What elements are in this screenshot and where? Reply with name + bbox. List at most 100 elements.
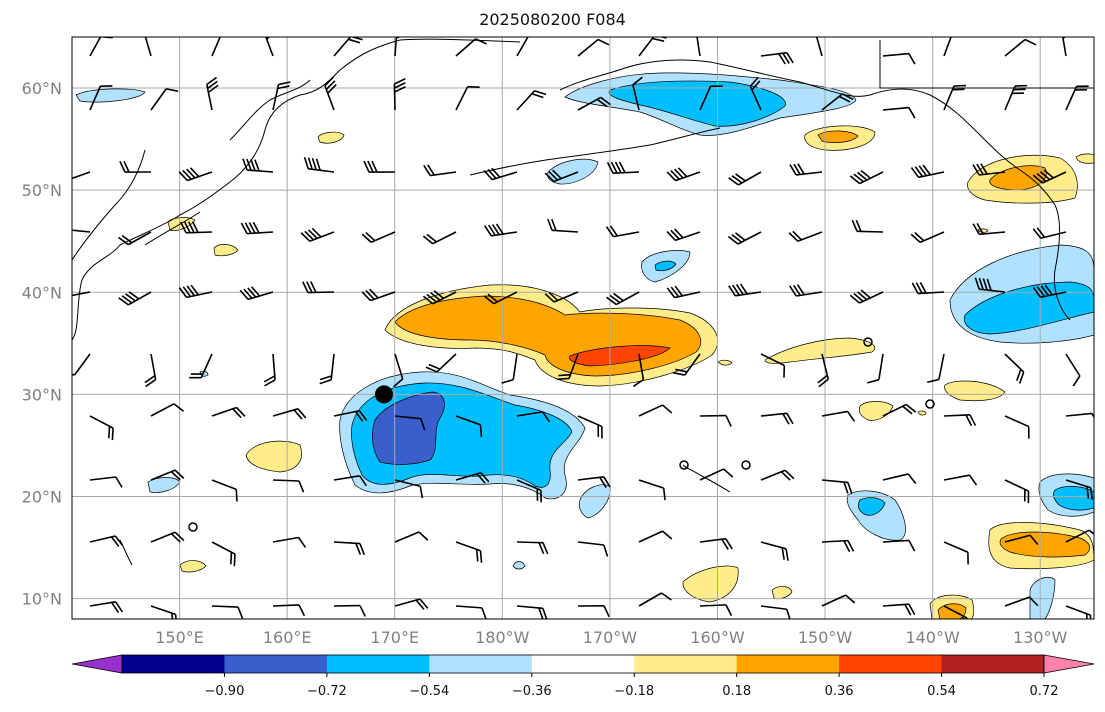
wind-barb bbox=[455, 541, 483, 563]
wind-barb bbox=[302, 281, 335, 294]
wind-barb bbox=[882, 473, 917, 484]
wind-barb bbox=[638, 404, 673, 417]
longitude-tick-labels: 150°E 160°E 170°E 180°W 170°W 160°W 150°W 140°W… bbox=[155, 628, 1067, 647]
wind-barb bbox=[882, 603, 916, 616]
contour-neg-small-b bbox=[578, 484, 611, 519]
wind-barb bbox=[483, 167, 518, 181]
contour-pos-i bbox=[917, 410, 927, 416]
contour-neg-small-c-inner bbox=[858, 497, 886, 516]
wind-barb bbox=[150, 531, 185, 543]
contour-pos-a bbox=[317, 131, 345, 144]
wind-barb bbox=[1065, 85, 1089, 111]
lat-tick-label: 30°N bbox=[22, 385, 62, 404]
wind-barb bbox=[728, 171, 762, 186]
coast-kamchatka bbox=[229, 79, 311, 141]
wind-barb bbox=[272, 408, 307, 420]
wind-barb bbox=[422, 290, 457, 305]
lat-tick-label: 10°N bbox=[22, 590, 62, 609]
wind-barb bbox=[119, 160, 152, 173]
wind-barb bbox=[333, 37, 363, 57]
wind-barb bbox=[516, 605, 548, 619]
wind-barb bbox=[143, 37, 152, 57]
wind-barb bbox=[516, 541, 549, 555]
wind-barb bbox=[178, 284, 213, 299]
contour-neg-small-f bbox=[512, 561, 526, 570]
wind-barb bbox=[672, 353, 701, 376]
contour-pos-bc-small bbox=[1075, 153, 1094, 164]
wind-barb bbox=[727, 231, 762, 245]
wind-barb bbox=[974, 277, 1006, 293]
lon-tick-label: 160°W bbox=[690, 628, 745, 647]
wind-barb bbox=[263, 37, 276, 57]
wind-barb bbox=[118, 231, 152, 246]
wind-barb bbox=[300, 227, 335, 242]
wind-barb bbox=[394, 415, 426, 431]
wind-barb bbox=[699, 468, 734, 481]
wind-barb bbox=[455, 85, 480, 111]
wind-barb bbox=[699, 537, 733, 550]
colorbar-tick-label: −0.90 bbox=[205, 684, 245, 699]
coast-hawaii bbox=[682, 464, 731, 493]
map-title: 2025080200 F084 bbox=[479, 10, 626, 29]
wind-barb bbox=[89, 415, 114, 441]
gridlines bbox=[72, 37, 1094, 619]
wind-barb bbox=[926, 353, 945, 384]
colorbar-segment bbox=[326, 655, 430, 673]
contour-pos-k bbox=[682, 565, 739, 603]
coast-aleutians bbox=[469, 127, 721, 176]
wind-barb bbox=[760, 412, 794, 425]
wind-barb bbox=[178, 167, 213, 182]
wind-barb bbox=[1004, 534, 1039, 546]
wind-barb bbox=[821, 539, 855, 552]
wind-barb bbox=[455, 38, 487, 57]
wind-barb bbox=[516, 410, 551, 423]
wind-barb bbox=[89, 476, 123, 488]
wind-barb bbox=[516, 479, 542, 503]
wind-barb bbox=[606, 291, 640, 306]
wind-barb bbox=[89, 535, 124, 547]
colorbar-segment bbox=[941, 655, 1045, 673]
colorbar-segment bbox=[839, 655, 943, 673]
wind-barb bbox=[393, 353, 404, 388]
wind-barb bbox=[632, 76, 643, 111]
wind-barb bbox=[501, 353, 518, 384]
contour-pos-f bbox=[717, 359, 733, 366]
wind-barb bbox=[849, 289, 884, 304]
wind-barb bbox=[333, 475, 368, 487]
lon-tick-label: 180°W bbox=[475, 628, 530, 647]
wind-barb bbox=[760, 541, 789, 561]
wind-barb bbox=[242, 158, 274, 173]
wind-barb bbox=[1004, 415, 1030, 439]
coast-asia-east bbox=[72, 38, 521, 341]
colorbar-segment bbox=[736, 655, 840, 673]
colorbar-segment bbox=[224, 655, 328, 673]
wind-barb bbox=[211, 479, 238, 502]
wind-barb bbox=[150, 403, 185, 417]
wind-barb bbox=[728, 283, 762, 297]
wind-barb bbox=[272, 479, 305, 493]
anomaly-shading bbox=[75, 72, 1094, 619]
wind-barb bbox=[638, 530, 673, 543]
wind-barb bbox=[72, 285, 91, 298]
wind-barb bbox=[577, 604, 610, 618]
wind-barb bbox=[666, 228, 701, 242]
wind-barb bbox=[363, 160, 396, 173]
wind-barb bbox=[544, 291, 579, 303]
wind-barb bbox=[556, 353, 579, 381]
lat-tick-label: 20°N bbox=[22, 487, 62, 506]
wind-barb bbox=[150, 469, 185, 481]
wind-barb bbox=[89, 601, 124, 613]
wind-barb bbox=[882, 106, 916, 119]
wind-barb bbox=[483, 291, 518, 305]
wind-barb bbox=[324, 76, 337, 111]
wind-barb bbox=[666, 167, 701, 182]
wind-barb bbox=[638, 479, 666, 501]
wind-barb bbox=[1032, 227, 1067, 240]
colorbar-tick-label: −0.72 bbox=[307, 684, 347, 699]
wind-barb bbox=[1065, 479, 1094, 500]
wind-barb bbox=[455, 605, 487, 619]
wind-barb bbox=[211, 406, 246, 419]
wind-barb bbox=[577, 38, 610, 57]
wind-barb bbox=[577, 476, 611, 489]
